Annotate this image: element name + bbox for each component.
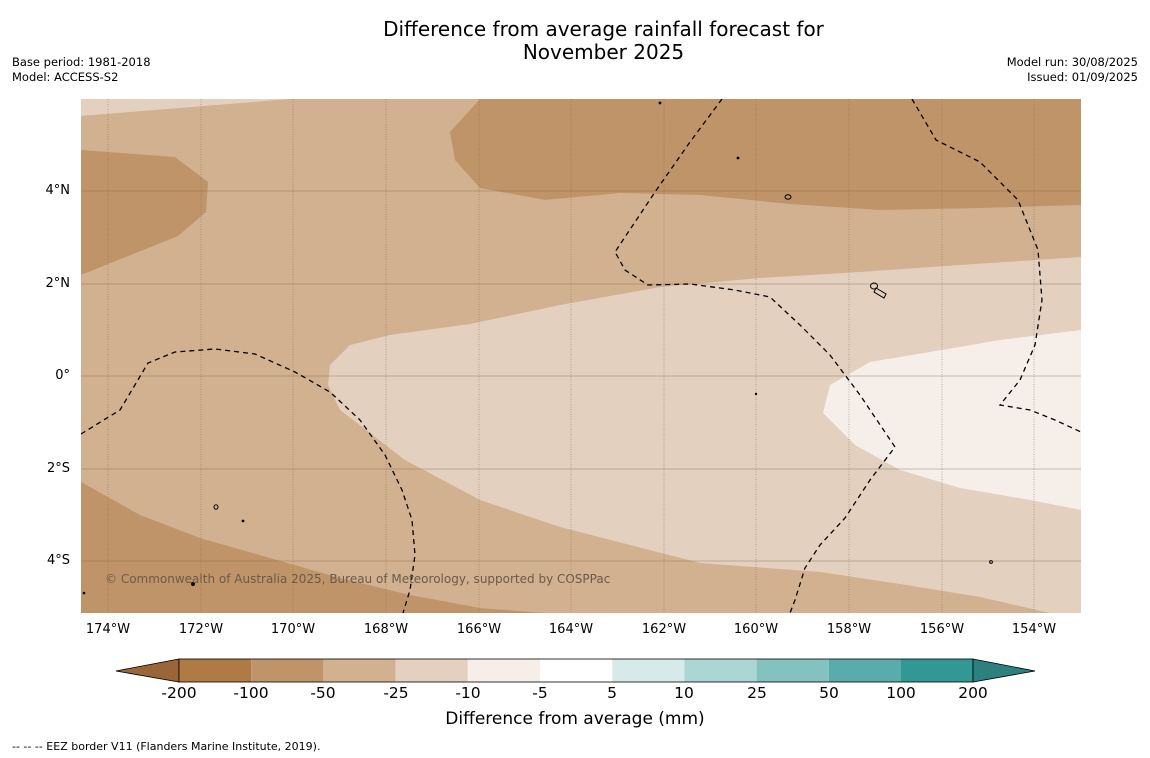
colorbar-tick-7: 5 (607, 684, 617, 702)
eez-border-west (81, 348, 416, 613)
colorbar-title: Difference from average (mm) (445, 709, 705, 729)
colorbar-tick-5: -10 (455, 684, 481, 702)
colorbar-tick-6: -5 (532, 684, 548, 702)
title-line-1: Difference from average rainfall forecas… (383, 17, 824, 41)
eez-footnote: -- -- -- EEZ border V11 (Flanders Marine… (12, 740, 321, 753)
lon-label-168w: 168°W (363, 622, 409, 637)
lon-label-170w: 170°W (270, 622, 316, 637)
meta-left: Base period: 1981-2018 Model: ACCESS-S2 (12, 55, 151, 85)
lat-label-2s: 2°S (46, 461, 70, 476)
lon-label-174w: 174°W (85, 622, 131, 637)
field-class-minus-100-northwest (81, 150, 208, 275)
field-class-minus-25-top-strip (81, 99, 1081, 116)
eez-borders (81, 99, 1081, 613)
colorbar-bin-9 (756, 659, 829, 682)
colorbar-tick-4: -25 (383, 684, 409, 702)
colorbar-tick-10: 50 (819, 684, 839, 702)
lat-label-0: 0° (55, 368, 70, 383)
field-class-minus-100-southwest (81, 482, 545, 613)
lon-label-158w: 158°W (826, 622, 872, 637)
model-text: Model: ACCESS-S2 (12, 70, 119, 84)
colorbar-bin-1 (179, 659, 252, 682)
model-run-text: Model run: 30/08/2025 (1006, 55, 1138, 69)
lon-label-154w: 154°W (1011, 622, 1057, 637)
colorbar-tick-3: -50 (310, 684, 336, 702)
lon-label-160w: 160°W (733, 622, 779, 637)
colorbar (115, 658, 1036, 683)
colorbar-tick-12: 200 (958, 684, 988, 702)
colorbar-bin-5 (467, 659, 540, 682)
colorbar-tick-8: 10 (674, 684, 694, 702)
chart-title: Difference from average rainfall forecas… (0, 18, 1150, 64)
islands (82, 101, 993, 595)
lon-label-162w: 162°W (641, 622, 687, 637)
copyright-notice: © Commonwealth of Australia 2025, Bureau… (105, 572, 611, 586)
colorbar-tick-2: -100 (233, 684, 269, 702)
colorbar-bin-3 (323, 659, 396, 682)
field-class-minus-10-east (823, 330, 1081, 510)
lon-label-164w: 164°W (548, 622, 594, 637)
colorbar-tick-1: -200 (161, 684, 197, 702)
colorbar-extend-high (972, 658, 1036, 683)
field-class-minus-100-north (450, 99, 1081, 210)
lon-label-166w: 166°W (456, 622, 502, 637)
colorbar-bin-2 (251, 659, 324, 682)
colorbar-bin-10 (828, 659, 901, 682)
lat-label-2n: 2°N (45, 276, 71, 291)
lat-label-4s: 4°S (46, 553, 70, 568)
colorbar-bin-8 (684, 659, 757, 682)
issued-text: Issued: 01/09/2025 (1027, 70, 1138, 84)
lon-label-172w: 172°W (178, 622, 224, 637)
base-period-text: Base period: 1981-2018 (12, 55, 151, 69)
rainfall-anomaly-map (81, 99, 1081, 613)
field-class-minus-25-center (328, 257, 1081, 613)
colorbar-bin-11 (901, 659, 973, 682)
title-line-2: November 2025 (522, 40, 685, 64)
lat-label-4n: 4°N (45, 183, 71, 198)
lon-label-156w: 156°W (919, 622, 965, 637)
colorbar-tick-9: 25 (747, 684, 767, 702)
eez-border-central (614, 99, 896, 613)
colorbar-tick-11: 100 (886, 684, 916, 702)
gridlines (81, 99, 1081, 613)
colorbar-bin-7 (612, 659, 685, 682)
meta-right: Model run: 30/08/2025 Issued: 01/09/2025 (1007, 55, 1138, 85)
colorbar-bin-6 (540, 659, 613, 682)
colorbar-extend-low (115, 658, 180, 683)
colorbar-bin-4 (395, 659, 468, 682)
